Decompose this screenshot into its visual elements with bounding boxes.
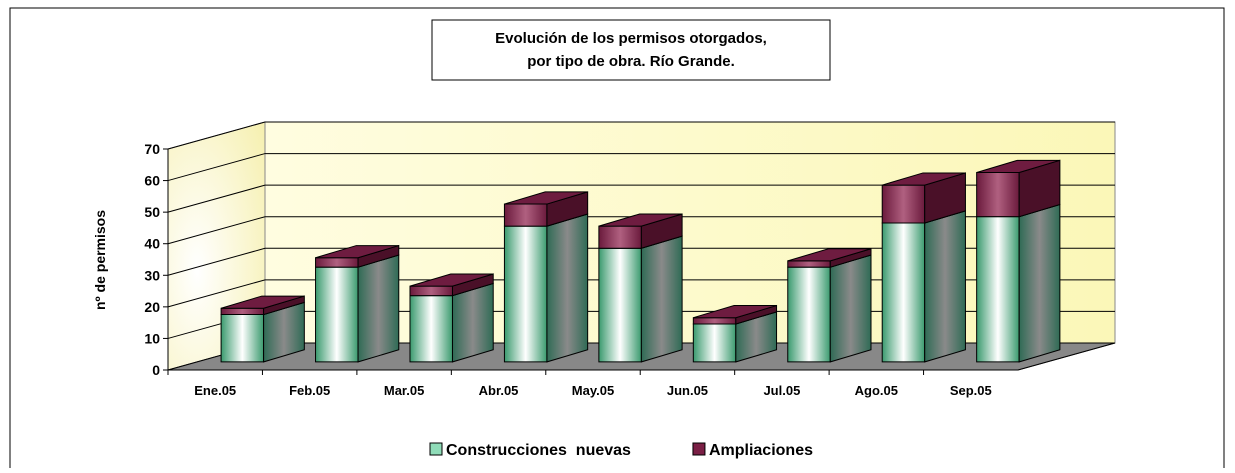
bar-face <box>451 282 494 363</box>
legend-swatch <box>692 442 706 456</box>
bar-face <box>692 323 737 363</box>
bar <box>409 282 494 363</box>
y-tick-label: 70 <box>144 141 160 157</box>
y-axis-label: nº de permisos <box>92 210 108 310</box>
bar-face <box>881 184 926 224</box>
bar-face <box>504 191 588 205</box>
bar-face <box>693 305 777 319</box>
bar <box>409 273 494 297</box>
bar-face <box>976 216 1020 363</box>
x-tick-label: Ene.05 <box>194 383 236 398</box>
grid-line <box>167 216 1115 245</box>
bar-face <box>315 266 359 363</box>
bar-face <box>882 172 966 186</box>
bar-face <box>598 247 642 363</box>
bar-face <box>503 203 548 227</box>
bar-face <box>787 248 872 262</box>
x-tick-label: Feb.05 <box>289 383 330 398</box>
bar-face <box>598 213 683 227</box>
grid-line <box>167 121 1115 150</box>
bar-face <box>829 254 872 363</box>
bar <box>881 210 966 363</box>
bar <box>220 295 305 316</box>
y-tick-label: 60 <box>144 173 160 189</box>
x-tick-label: Jun.05 <box>667 383 708 398</box>
bar-face <box>315 245 399 259</box>
bar <box>881 172 966 224</box>
grid-line <box>167 184 1115 213</box>
bar-face <box>787 260 831 268</box>
bar-face <box>409 273 494 287</box>
x-tick-label: Ago.05 <box>855 383 898 398</box>
y-tick-label: 20 <box>144 299 160 315</box>
legend-swatch <box>429 442 443 456</box>
bar-face <box>315 257 359 268</box>
bar <box>315 244 400 268</box>
bar-face <box>598 225 642 249</box>
bar-face <box>976 171 1020 218</box>
bar <box>692 304 778 325</box>
bar <box>598 235 683 363</box>
bar-face <box>220 314 265 363</box>
chart-title: Evolución de los permisos otorgados, <box>495 30 767 47</box>
bar <box>503 191 589 227</box>
bar-face <box>220 295 305 309</box>
y-tick-label: 40 <box>144 236 160 252</box>
title-box <box>431 19 831 81</box>
y-tick-label: 10 <box>144 330 160 346</box>
x-tick-label: May.05 <box>572 383 614 398</box>
x-tick-label: Jul.05 <box>763 383 800 398</box>
x-axis <box>1017 342 1116 371</box>
bar-face <box>881 222 926 363</box>
bar <box>503 213 589 363</box>
bar-face <box>924 210 966 363</box>
chart-title: por tipo de obra. Río Grande. <box>527 53 735 70</box>
bar <box>315 254 400 363</box>
bar-face <box>787 266 831 363</box>
x-tick-label: Mar.05 <box>384 383 424 398</box>
bar <box>787 254 872 363</box>
y-tick-label: 50 <box>144 204 160 220</box>
legend-label: Construcciones nuevas <box>446 442 631 459</box>
legend-label: Ampliaciones <box>709 442 813 459</box>
bar <box>598 213 683 249</box>
bar-face <box>640 235 683 363</box>
y-tick-label: 30 <box>144 267 160 283</box>
bar-face <box>1018 203 1061 363</box>
y-tick-label: 0 <box>152 362 160 378</box>
bar <box>787 248 872 268</box>
bar-face <box>503 225 548 363</box>
bar-face <box>220 307 265 316</box>
x-tick-label: Abr.05 <box>479 383 519 398</box>
bar-face <box>409 285 453 297</box>
bar-face <box>546 213 589 363</box>
grid-line <box>167 153 1115 182</box>
bar-face <box>976 159 1061 173</box>
bar <box>976 159 1061 218</box>
bar-face <box>357 254 400 363</box>
x-tick-label: Sep.05 <box>950 383 992 398</box>
bar-face <box>409 295 453 363</box>
bar <box>976 203 1061 363</box>
bar-face <box>692 317 737 325</box>
